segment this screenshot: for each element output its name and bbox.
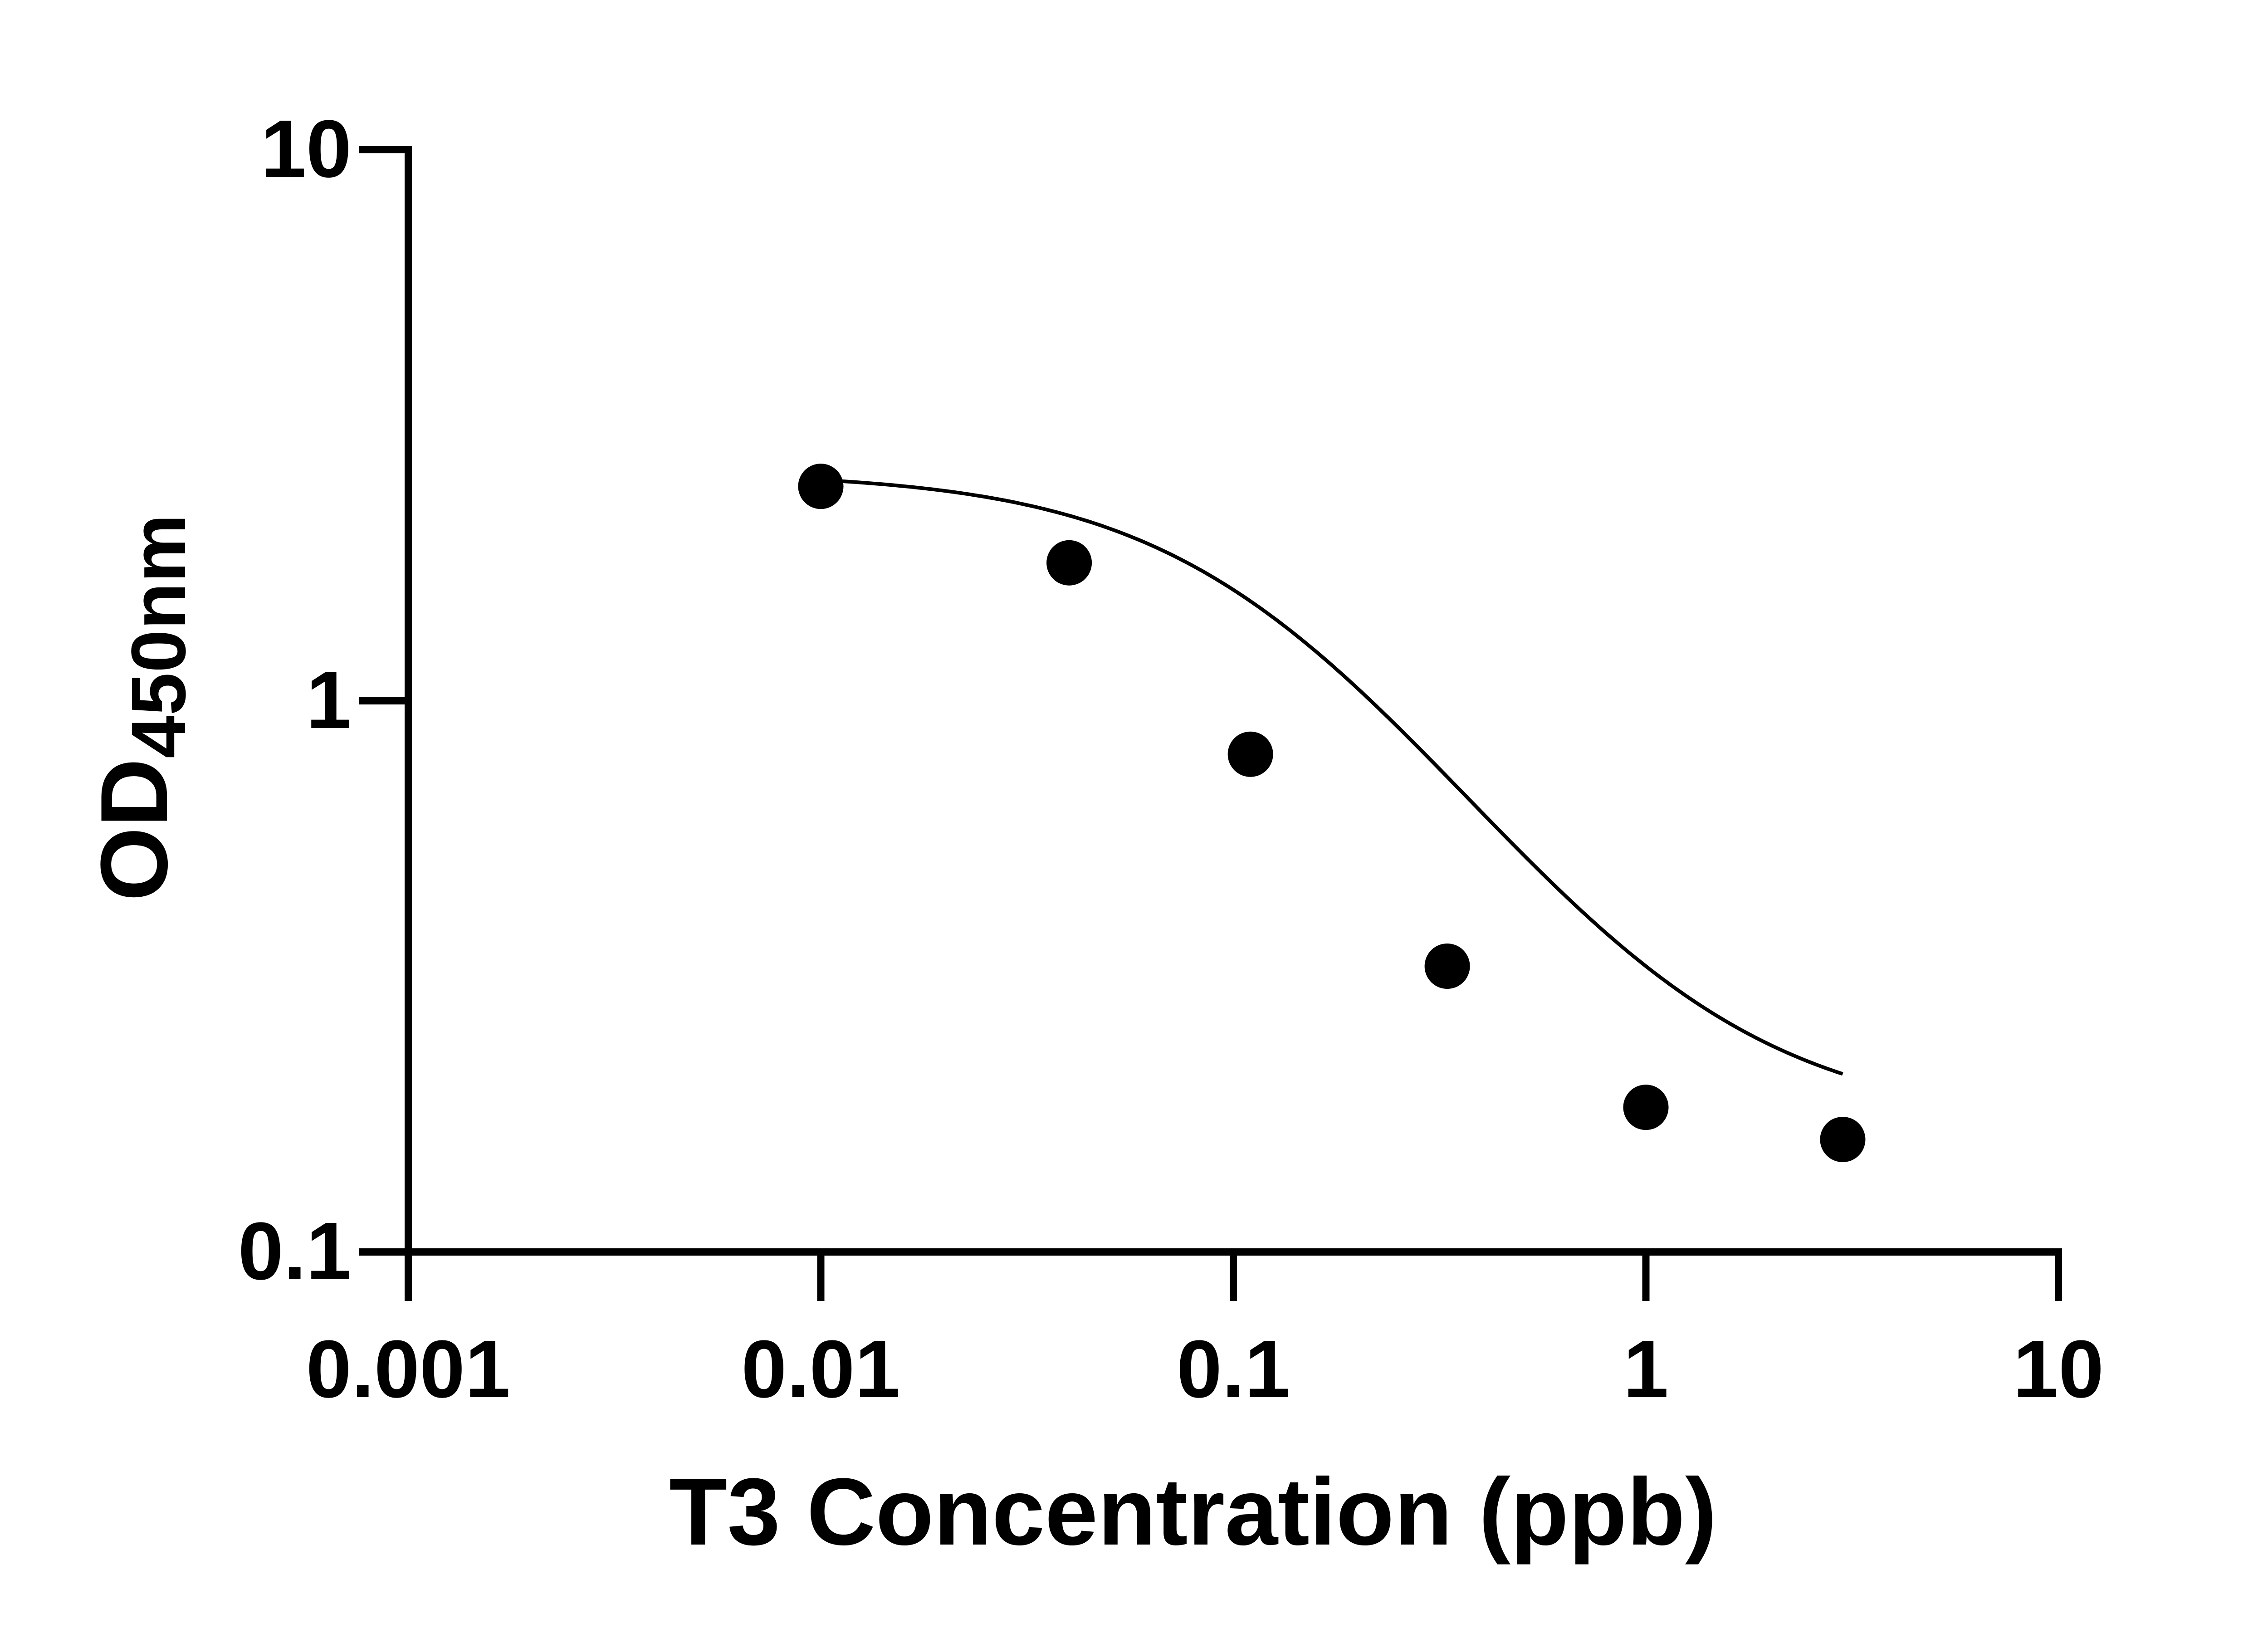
plot-area: [798, 464, 1866, 1162]
x-tick-label: 0.1: [1177, 1324, 1290, 1415]
y-ticks: 0.1 1 10: [238, 103, 412, 1297]
y-axis-title: OD450nm: [81, 514, 202, 901]
data-points: [798, 464, 1866, 1162]
data-point: [1820, 1116, 1866, 1162]
x-tick-label: 10: [2013, 1324, 2104, 1415]
fit-curve: [821, 478, 1843, 1076]
y-axis-title-subscript: 450nm: [116, 514, 202, 758]
y-tick-label: 10: [261, 103, 352, 195]
x-axis-title: T3 Concentration (ppb): [669, 1458, 1717, 1565]
y-tick-label: 1: [306, 655, 352, 746]
data-point: [1046, 540, 1092, 586]
x-tick-label: 0.001: [306, 1324, 510, 1415]
data-point: [1227, 731, 1273, 777]
data-point: [1424, 944, 1470, 989]
x-tick-label: 0.01: [741, 1324, 900, 1415]
axes: [405, 146, 2062, 1256]
data-point: [798, 464, 844, 509]
x-tick-label: 1: [1623, 1324, 1668, 1415]
y-axis-title-main: OD: [81, 758, 187, 901]
y-tick-label: 0.1: [238, 1206, 352, 1297]
x-ticks: 0.001 0.01 0.1 1 10: [306, 1248, 2104, 1415]
data-point: [1623, 1085, 1669, 1130]
